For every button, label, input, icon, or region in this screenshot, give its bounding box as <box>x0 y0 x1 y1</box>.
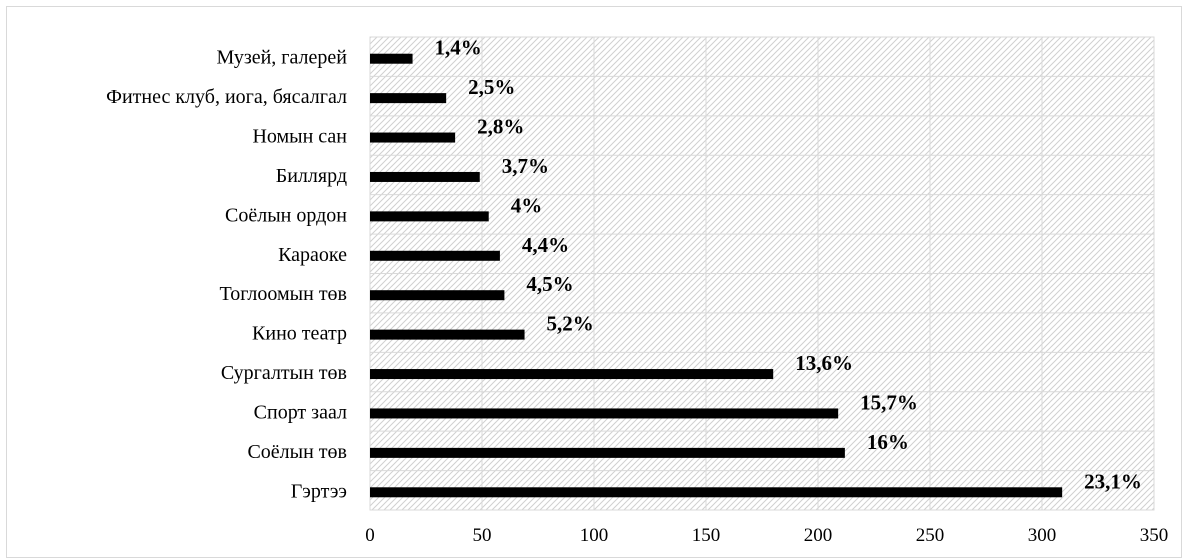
x-tick-label: 100 <box>580 525 609 546</box>
x-tick-label: 200 <box>804 525 833 546</box>
bar <box>370 250 500 261</box>
x-tick-label: 350 <box>1140 525 1169 546</box>
category-label: Гэртээ <box>291 480 347 502</box>
bar <box>370 290 505 301</box>
category-label: Соёлын төв <box>247 441 347 463</box>
data-label: 13,6% <box>795 351 853 375</box>
x-axis-ticks: 0 50 100 150 200 250 300 350 <box>365 525 1168 546</box>
category-label: Фитнес клуб, иога, бясалгал <box>106 86 347 108</box>
bar <box>370 93 447 104</box>
data-labels: 1,4% 2,5% 2,8% 3,7% 4% 4,4% 4,5% 5,2% 13,6% 15,7%… <box>435 36 1142 494</box>
data-label: 23,1% <box>1084 469 1142 493</box>
bar <box>370 329 525 340</box>
data-label: 2,5% <box>468 75 515 99</box>
bar <box>370 211 489 222</box>
x-tick-label: 300 <box>1028 525 1057 546</box>
category-label: Биллярд <box>276 165 347 187</box>
category-label: Сургалтын төв <box>221 362 347 384</box>
category-label: Музей, галерей <box>217 47 348 69</box>
category-label: Тоглоомын төв <box>220 283 347 305</box>
category-label: Караоке <box>278 244 347 266</box>
gridlines <box>369 37 1155 510</box>
bar <box>370 408 839 419</box>
category-label: Кино театр <box>252 323 347 345</box>
bar <box>370 447 845 458</box>
bar <box>370 487 1063 498</box>
data-label: 2,8% <box>477 115 524 139</box>
x-tick-label: 250 <box>916 525 945 546</box>
category-label: Соёлын ордон <box>225 204 347 226</box>
data-label: 16% <box>867 430 909 454</box>
data-label: 15,7% <box>860 390 918 414</box>
data-label: 1,4% <box>435 36 482 60</box>
bars <box>370 53 1063 498</box>
x-tick-label: 50 <box>473 525 492 546</box>
bar <box>370 171 480 182</box>
data-label: 4% <box>511 193 542 217</box>
bar <box>370 53 413 64</box>
category-label: Спорт заал <box>254 401 347 423</box>
bar <box>370 369 774 380</box>
category-label: Номын сан <box>252 126 347 148</box>
data-label: 4,5% <box>526 272 573 296</box>
data-label: 5,2% <box>547 312 594 336</box>
data-label: 3,7% <box>502 154 549 178</box>
x-tick-label: 150 <box>692 525 721 546</box>
bar <box>370 132 456 143</box>
x-tick-label: 0 <box>365 525 375 546</box>
category-labels: Музей, галерей Фитнес клуб, иога, бясалга… <box>106 47 347 503</box>
data-label: 4,4% <box>522 233 569 257</box>
